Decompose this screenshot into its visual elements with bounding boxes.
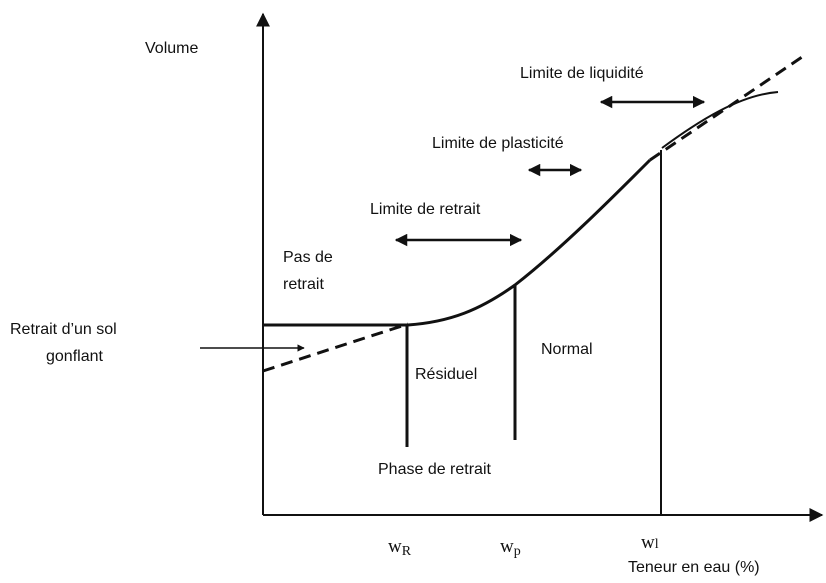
label: Résiduel	[415, 366, 477, 383]
curves	[262, 55, 803, 515]
label: Limite de liquidité	[520, 65, 644, 82]
y-axis-label: Volume	[145, 40, 198, 57]
dashed-line	[262, 322, 409, 373]
upper-curve	[661, 91, 779, 149]
label: retrait	[283, 276, 324, 293]
label: Limite de retrait	[370, 201, 481, 218]
label: gonflant	[46, 348, 103, 365]
label: Retrait d’un sol	[10, 321, 117, 338]
arrows	[200, 95, 706, 352]
label: Phase de retrait	[378, 461, 492, 478]
x-axis-label: Teneur en eau (%)	[628, 559, 760, 576]
label: Pas de	[283, 249, 333, 266]
tick-base: w	[641, 532, 655, 553]
tick-label: wp	[500, 536, 521, 559]
axes	[256, 12, 824, 522]
label: Normal	[541, 341, 593, 358]
tick-base: w	[500, 536, 514, 557]
tick-label: wR	[388, 536, 412, 559]
dashed-line	[649, 55, 803, 162]
tick-sub: l	[655, 537, 659, 552]
tick-sub: R	[402, 544, 412, 559]
shrinkage-curve	[263, 158, 652, 327]
tick-sub: p	[514, 544, 521, 559]
label: Limite de plasticité	[432, 135, 564, 152]
tick-base: w	[388, 536, 402, 557]
tick-label: wl	[641, 532, 659, 553]
